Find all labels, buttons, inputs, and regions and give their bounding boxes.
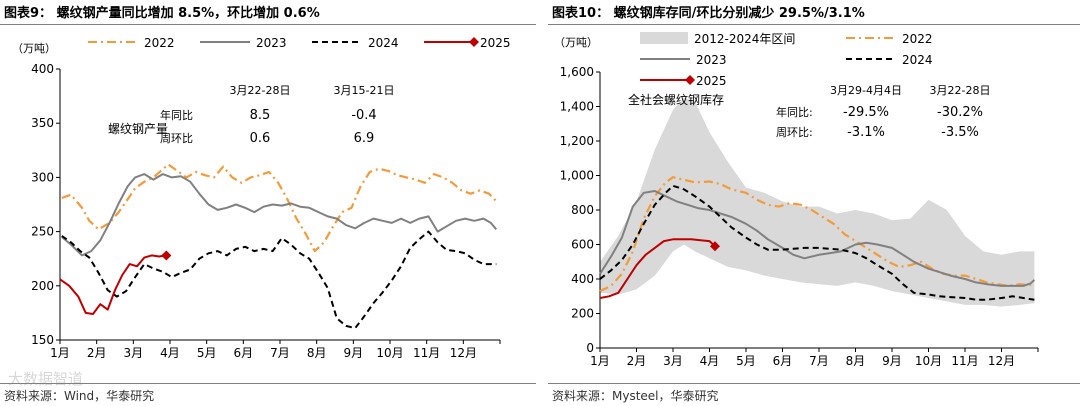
series-2022-line [61, 163, 498, 253]
x-tick-label: 11月 [951, 354, 978, 368]
legend-label: 2023 [696, 53, 727, 67]
legend-band-swatch [640, 32, 688, 44]
legend-label: 2025 [696, 74, 727, 88]
annotation-value: 0.6 [250, 131, 271, 146]
y-tick-label: 1,000 [560, 169, 594, 183]
y-tick-label: 350 [31, 116, 54, 130]
annotation-header: 3月15-21日 [334, 84, 395, 97]
x-tick-label: 1月 [590, 354, 610, 368]
legend-label: 2023 [256, 36, 287, 50]
range-band-area [600, 97, 1035, 307]
title-divider [548, 24, 1080, 25]
y-tick-label: 200 [31, 279, 54, 293]
x-tick-label: 5月 [736, 354, 756, 368]
x-tick-label: 7月 [809, 354, 829, 368]
y-tick-label: 300 [31, 170, 54, 184]
series-2023-line [599, 190, 1036, 287]
x-tick-label: 3月 [124, 346, 144, 360]
x-tick-label: 11月 [413, 346, 440, 360]
y-axis-label: （万吨） [12, 42, 56, 55]
legend-label: 2025 [480, 36, 511, 50]
x-tick-label: 9月 [344, 346, 364, 360]
figure-9-source: 资料来源：Wind，华泰研究 [4, 389, 155, 403]
annotation-row-label: 周环比 [160, 132, 193, 145]
y-tick-label: 0 [586, 341, 594, 355]
y-axis-label: （万吨） [554, 36, 598, 49]
figure-10-title: 图表10： 螺纹钢库存同/环比分别减少 29.5%/3.1% [552, 6, 865, 21]
watermark-logo: 大数据智道 [8, 370, 84, 388]
legend-label: 2024 [902, 53, 933, 67]
x-tick-label: 2月 [87, 346, 107, 360]
x-tick-label: 4月 [160, 346, 180, 360]
x-tick-label: 8月 [846, 354, 866, 368]
x-tick-label: 10月 [376, 346, 403, 360]
annotation-header: 3月29-4月4日 [830, 84, 902, 97]
annotation-row-label: 年同比 [160, 108, 193, 122]
series-2024-line [61, 230, 497, 330]
x-tick-label: 7月 [270, 346, 290, 360]
y-tick-label: 200 [571, 307, 594, 321]
figure-9-panel: 图表9： 螺纹钢产量同比增加 8.5%，环比增加 0.6% 150 200 250 3… [0, 0, 536, 406]
inner-series-label: 全社会螺纹钢库存 [628, 92, 724, 107]
series-2025-end-marker [709, 241, 720, 252]
x-tick-label: 8月 [307, 346, 327, 360]
rebar-production-chart: 150 200 250 300 350 400 （万吨） 1月 2月 3月 4月 5月 6月 7月 8月 9月… [12, 36, 511, 360]
annotation-row-label: 周环比: [776, 126, 813, 139]
figure-10-panel: 图表10： 螺纹钢库存同/环比分别减少 29.5%/3.1% 0 200 400 60… [548, 0, 1080, 406]
rebar-inventory-chart: 0 200 400 600 800 1,000 1,200 1,400 1,600 （万吨） 1月 2… [554, 32, 1039, 368]
x-tick-label: 10月 [915, 354, 942, 368]
x-tick-label: 6月 [773, 354, 793, 368]
annotation-header: 3月22-28日 [930, 84, 991, 97]
y-tick-label: 400 [571, 272, 594, 286]
series-2025-end-marker [161, 250, 172, 261]
x-tick-label: 3月 [663, 354, 683, 368]
annotation-value: -29.5% [843, 105, 889, 120]
annotation-value: -0.4 [351, 108, 376, 123]
y-tick-label: 1,400 [560, 100, 594, 114]
x-tick-label: 1月 [50, 346, 70, 360]
y-tick-label: 400 [31, 62, 54, 76]
annotation-value: 6.9 [354, 131, 375, 146]
y-tick-label: 1,200 [560, 134, 594, 148]
x-tick-label: 4月 [700, 354, 720, 368]
y-tick-label: 800 [571, 203, 594, 217]
series-2024-line [599, 184, 1035, 301]
figure-9-title: 图表9： 螺纹钢产量同比增加 8.5%，环比增加 0.6% [4, 6, 320, 21]
figure-10-source: 资料来源：Mysteel，华泰研究 [552, 389, 719, 403]
series-2025-line [599, 238, 716, 299]
legend-label: 2022 [902, 32, 933, 46]
legend-label: 2012-2024年区间 [694, 32, 795, 46]
y-tick-label: 1,600 [560, 65, 594, 79]
inner-series-label: 螺纹钢产量 [108, 122, 168, 136]
x-tick-label: 6月 [234, 346, 254, 360]
series-2022-line [599, 176, 1035, 293]
x-tick-label: 12月 [988, 354, 1015, 368]
legend-marker-2025 [469, 37, 479, 47]
legend-marker-2025 [685, 75, 695, 85]
annotation-value: -3.1% [847, 125, 885, 140]
annotation-value: 8.5 [250, 108, 271, 123]
x-tick-label: 5月 [197, 346, 217, 360]
y-tick-label: 150 [31, 333, 54, 347]
title-divider [0, 24, 536, 25]
x-tick-label: 2月 [627, 354, 647, 368]
legend-label: 2022 [144, 36, 175, 50]
annotation-value: -30.2% [937, 105, 983, 120]
legend-label: 2024 [368, 36, 399, 50]
source-divider [0, 383, 536, 384]
annotation-row-label: 年同比: [776, 105, 813, 119]
annotation-header: 3月22-28日 [230, 84, 291, 97]
series-2023-line [61, 173, 498, 257]
y-tick-label: 250 [31, 225, 54, 239]
annotation-value: -3.5% [941, 125, 979, 140]
series-2025-line [59, 254, 167, 315]
x-tick-label: 12月 [450, 346, 477, 360]
source-divider [548, 383, 1080, 384]
x-tick-label: 9月 [882, 354, 902, 368]
y-tick-label: 600 [571, 238, 594, 252]
